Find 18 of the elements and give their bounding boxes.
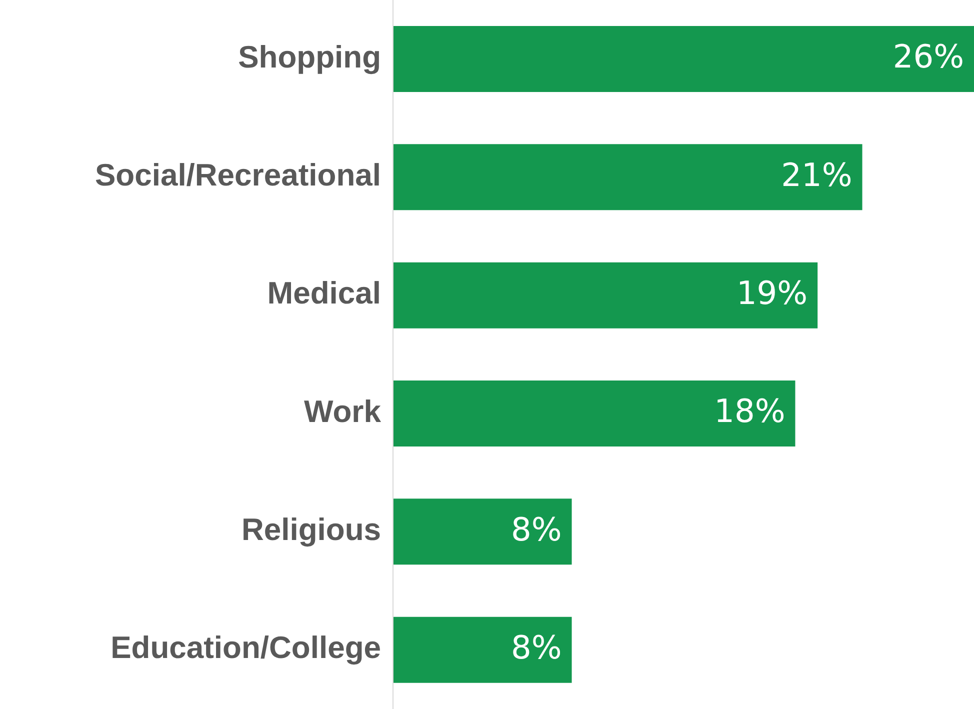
y-tick-label: Education/College: [110, 630, 381, 666]
data-label: 19%: [736, 274, 808, 312]
bar: [393, 144, 862, 210]
y-tick-label: Social/Recreational: [94, 157, 381, 192]
data-label: 8%: [511, 628, 562, 667]
bar: [393, 616, 572, 683]
bar: [393, 262, 818, 328]
data-label: 21%: [781, 156, 852, 194]
data-label: 18%: [714, 392, 786, 430]
data-label: 26%: [892, 38, 964, 76]
bar: [393, 380, 796, 446]
bar: [393, 498, 572, 565]
data-label: 8%: [511, 510, 562, 548]
bar: [393, 26, 974, 92]
y-tick-label: Shopping: [238, 39, 381, 74]
y-tick-label: Work: [304, 394, 382, 429]
y-tick-label: Religious: [241, 512, 381, 547]
y-tick-label: Medical: [267, 276, 381, 311]
